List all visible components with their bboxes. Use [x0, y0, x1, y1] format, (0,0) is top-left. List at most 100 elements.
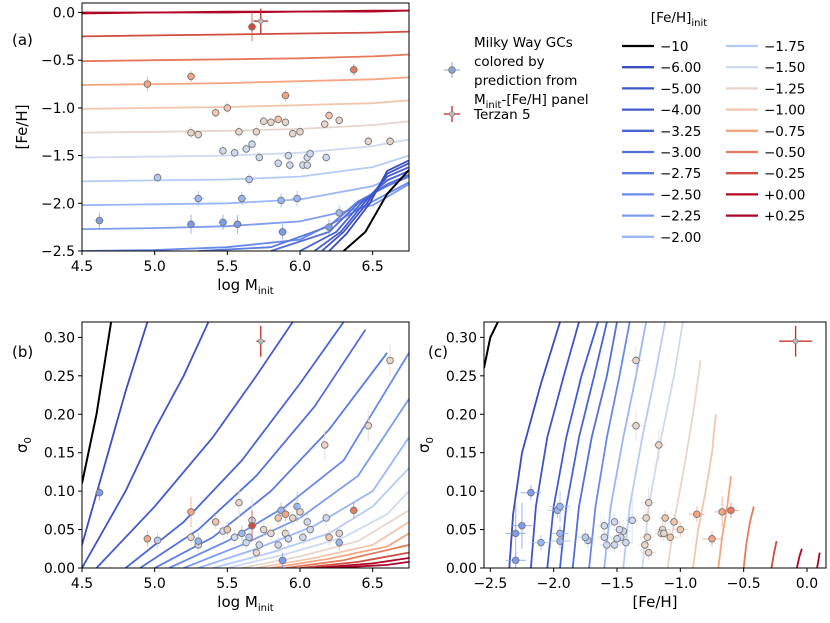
legend-label: −5.00 [660, 81, 701, 97]
y-tick-label: 0.20 [446, 407, 477, 423]
legend-label: +0.00 [764, 187, 805, 203]
gc-marker [235, 498, 243, 507]
axes-frame [81, 321, 410, 569]
y-tick-label: 0.15 [446, 446, 477, 462]
y-axis-label: σ0 [415, 437, 436, 453]
gc-point-21 [259, 115, 269, 127]
gc-point-32 [291, 190, 303, 207]
gc-point-21 [273, 537, 283, 553]
gc-marker [661, 514, 669, 522]
series-line-+0.25 [329, 561, 409, 568]
legend-label: −2.00 [660, 230, 701, 246]
series-line--1.00 [256, 521, 409, 568]
gc-point-40 [247, 510, 257, 542]
gc-point-5 [186, 214, 196, 234]
gc-point-0 [520, 484, 541, 501]
gc-point-38 [363, 410, 373, 442]
legend-color-entry--1.00: −1.00 [726, 103, 805, 119]
legend-color-entry--1.50: −1.50 [726, 60, 805, 76]
x-tick-label: −2.5 [473, 576, 507, 592]
gc-point-29 [613, 521, 626, 538]
legend-label: −10 [660, 39, 689, 55]
gc-point-25 [276, 192, 286, 209]
gc-marker [238, 194, 246, 203]
series-line--0.25 [770, 540, 778, 568]
gc-point-19 [252, 126, 261, 138]
gc-point-14 [233, 126, 245, 138]
plot-area [82, 8, 409, 251]
gc-marker [600, 521, 609, 530]
legend-color-entry-+0.25: +0.25 [726, 209, 805, 225]
gc-marker [255, 153, 264, 162]
legend-color-entry--10: −10 [622, 39, 689, 55]
series-line--0.50 [742, 506, 755, 568]
gc-point-7 [211, 514, 221, 530]
gc-marker [676, 525, 685, 534]
gc-marker [187, 220, 195, 229]
axes-frame [483, 321, 827, 569]
gc-point-24 [273, 157, 283, 169]
y-axis-label: [Fe/H] [13, 104, 31, 149]
gc-point-30 [652, 429, 666, 461]
panel-c: −2.5 −2.0 −1.5 −1.0 −0.5 0.0 0.00 0.05 0.10 0.15 0… [415, 321, 827, 611]
gc-marker [245, 533, 253, 542]
legend-color-entry--0.50: −0.50 [726, 145, 805, 161]
gc-marker [693, 510, 701, 518]
series-line--10 [484, 322, 499, 369]
gc-point-11 [222, 102, 232, 114]
legend-label: −4.00 [660, 103, 701, 119]
gc-marker [600, 533, 609, 542]
terzan5-point [256, 325, 266, 357]
gc-marker [581, 533, 590, 542]
y-axis-label: σ0 [13, 437, 34, 453]
legend-color-entry-+0.00: +0.00 [726, 187, 805, 203]
gc-marker [325, 533, 333, 542]
gc-marker [610, 518, 619, 526]
gc-point-27 [281, 89, 290, 102]
x-tick-label: 6.0 [289, 576, 311, 592]
gc-marker [219, 218, 227, 227]
plot-area [484, 322, 821, 568]
series-line--10 [342, 169, 409, 251]
gc-point-4 [639, 529, 655, 545]
gc-point-24 [610, 531, 624, 547]
gc-marker [644, 498, 653, 507]
legend-label: −1.00 [764, 103, 805, 119]
gc-marker [288, 129, 297, 138]
gc-marker [278, 556, 287, 565]
series-line--3.00 [270, 173, 409, 251]
series-line--2.25 [82, 183, 409, 230]
gc-marker [335, 209, 343, 217]
legend-color-entry--2.75: −2.75 [622, 166, 701, 182]
series-line--3.00 [571, 322, 618, 568]
gc-marker [143, 80, 152, 88]
y-tick-label: 0.05 [446, 523, 477, 539]
x-axis-label: [Fe/H] [632, 593, 677, 611]
gc-point-13 [233, 214, 242, 234]
legend-label: −3.00 [660, 145, 701, 161]
gc-point-23 [281, 506, 290, 522]
gc-marker [286, 161, 294, 169]
gc-point-1 [143, 531, 152, 547]
legend-label: −2.75 [660, 166, 701, 182]
terzan5-point [779, 325, 813, 357]
y-tick-label: 0.10 [446, 484, 477, 500]
series-line--2.50 [588, 322, 631, 568]
gc-point-42 [334, 115, 344, 126]
gc-marker [278, 228, 287, 236]
gc-point-45 [363, 135, 373, 148]
gc-point-2 [153, 532, 162, 549]
gc-marker [267, 529, 275, 538]
series-line--2.00 [603, 322, 647, 568]
x-tick-label: 5.0 [144, 259, 166, 275]
gc-point-0 [95, 484, 104, 501]
gc-point-39 [385, 345, 395, 376]
gc-marker [259, 117, 268, 126]
y-tick-label: 0.25 [446, 369, 477, 385]
gc-marker [320, 441, 329, 449]
gc-point-9 [218, 145, 228, 157]
x-axis-label: log Minit [217, 593, 273, 614]
x-tick-label: 6.5 [362, 259, 384, 275]
gc-marker [296, 508, 304, 516]
gc-point-23 [273, 114, 283, 125]
